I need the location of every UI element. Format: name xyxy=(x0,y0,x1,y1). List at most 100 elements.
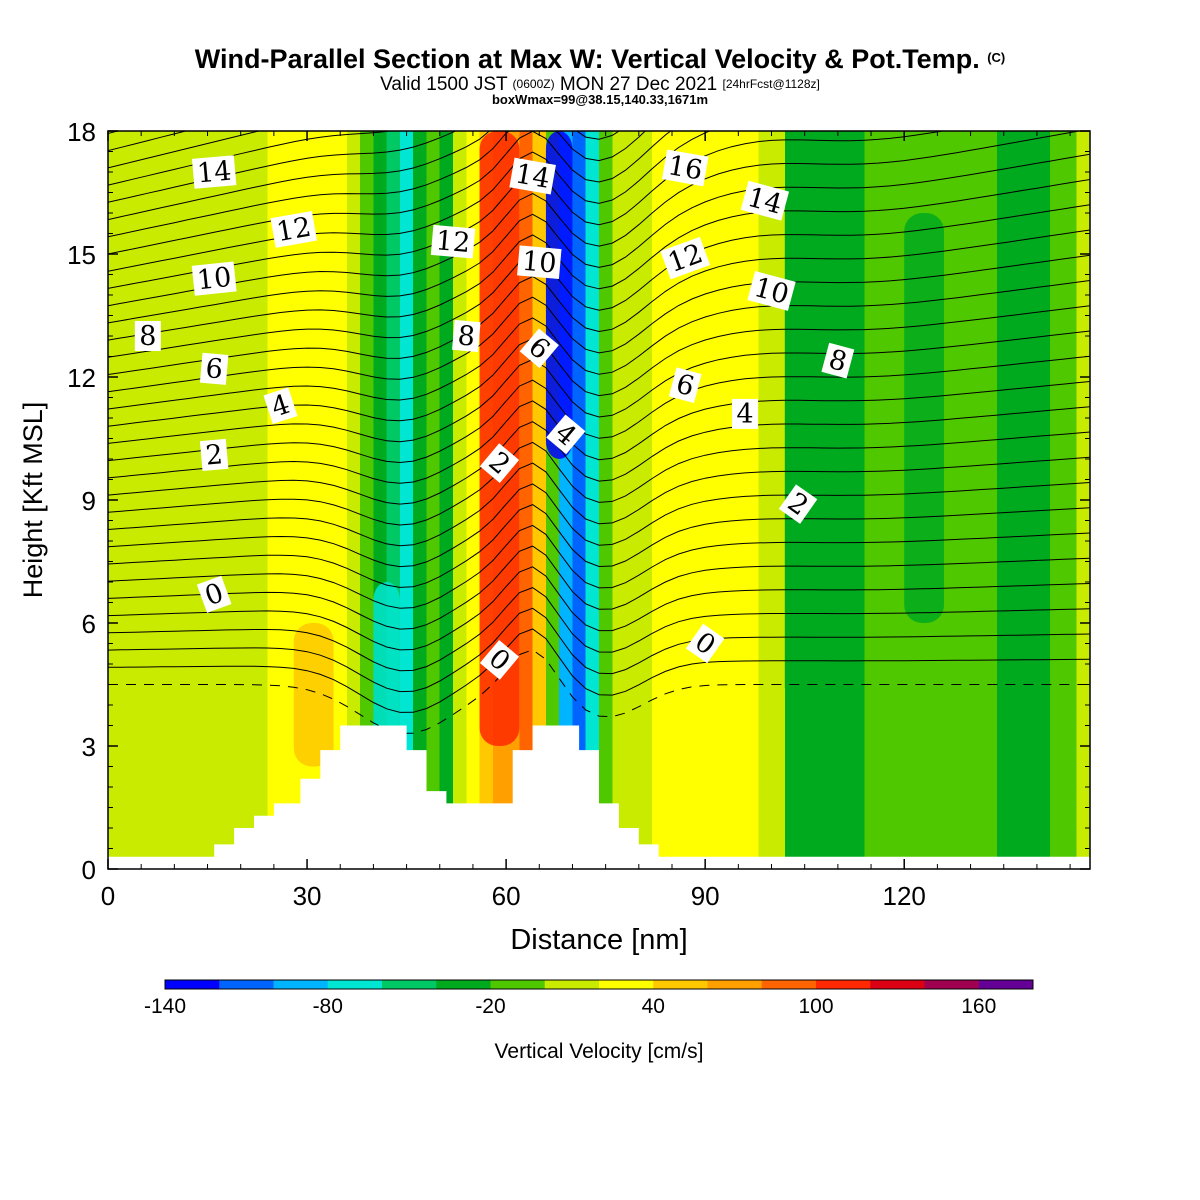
y-tick-label: 3 xyxy=(82,732,96,762)
chart-title: Wind-Parallel Section at Max W: Vertical… xyxy=(194,44,1006,74)
theta-label-7: 0 xyxy=(196,575,232,613)
theta-contour-28 xyxy=(108,131,457,203)
y-tick-label: 15 xyxy=(67,240,96,270)
theta-contour-19 xyxy=(108,204,1090,358)
x-tick-label: 90 xyxy=(691,881,720,911)
theta-label-9: 8 xyxy=(452,319,481,353)
theta-contour-17 xyxy=(108,254,1090,393)
y-tick-label: 0 xyxy=(82,855,96,885)
theta-label-0: 14 xyxy=(191,155,237,190)
colorbar-swatch xyxy=(544,980,600,989)
svg-text:4: 4 xyxy=(736,399,753,430)
theta-label-5: 4 xyxy=(263,387,298,424)
theta-contour-16 xyxy=(108,280,1090,410)
colorbar-swatch xyxy=(816,980,871,989)
theta-contour-9 xyxy=(108,456,1090,547)
svg-text:14: 14 xyxy=(513,158,552,194)
y-tick-label: 12 xyxy=(67,363,96,393)
colorbar-tick-label: -140 xyxy=(144,995,186,1018)
theta-label-21: 6 xyxy=(668,367,702,404)
theta-label-10: 14 xyxy=(509,157,556,195)
colorbar-swatch xyxy=(273,980,329,989)
colorbar-tick-label: 40 xyxy=(642,995,665,1018)
colorbar-swatch xyxy=(761,980,817,989)
theta-label-22: 4 xyxy=(731,398,758,430)
svg-text:12: 12 xyxy=(435,225,472,259)
theta-contour-0 xyxy=(108,649,1090,734)
theta-contour-2 xyxy=(108,607,1090,693)
chart-box-info: boxWmax=99@38.15,140.33,1671m xyxy=(491,92,709,107)
theta-contour-14 xyxy=(108,330,1090,444)
theta-contour-7 xyxy=(108,504,1090,588)
theta-contour-4 xyxy=(108,566,1090,651)
theta-contour-5 xyxy=(108,545,1090,630)
colorbar-swatch xyxy=(436,980,491,989)
theta-label-6: 2 xyxy=(199,438,229,472)
theta-contour-1 xyxy=(108,628,1090,713)
theta-label-3: 8 xyxy=(134,321,161,352)
colorbar-swatch xyxy=(165,980,220,989)
y-tick-label: 9 xyxy=(82,486,96,516)
theta-contour-8 xyxy=(108,482,1090,568)
colorbar-label: Vertical Velocity [cm/s] xyxy=(495,1040,704,1063)
colorbar-tick-label: -80 xyxy=(313,995,343,1018)
svg-text:8: 8 xyxy=(139,321,156,352)
colorbar-swatch xyxy=(707,980,763,989)
theta-label-11: 10 xyxy=(517,245,562,280)
colorbar-swatch xyxy=(924,980,980,989)
colorbar-swatch xyxy=(870,980,925,989)
theta-contour-23 xyxy=(108,131,946,289)
colorbar-swatch xyxy=(599,980,654,989)
theta-contour-26 xyxy=(108,131,646,238)
velocity-band-5 xyxy=(293,623,334,767)
theta-contour-12 xyxy=(108,381,1090,484)
svg-text:6: 6 xyxy=(204,353,224,385)
colorbar-tick-label: -20 xyxy=(475,995,505,1018)
theta-contour-21 xyxy=(108,153,1090,324)
colorbar-swatch xyxy=(978,980,1034,989)
theta-label-20: 8 xyxy=(821,342,855,379)
svg-text:10: 10 xyxy=(196,262,233,296)
theta-contour-22 xyxy=(108,131,1082,307)
theta-contour-11 xyxy=(108,406,1090,505)
x-axis: 0 30 60 90 120 xyxy=(101,131,1071,911)
theta-label-8: 12 xyxy=(430,224,476,259)
theta-label-16: 16 xyxy=(661,149,709,187)
theta-contour-13 xyxy=(108,355,1090,464)
theta-label-2: 10 xyxy=(191,261,237,296)
terrain xyxy=(108,725,1090,869)
x-tick-label: 0 xyxy=(101,881,115,911)
colorbar: -140 -80 -20 40 100 160 xyxy=(144,979,1034,1018)
y-tick-label: 6 xyxy=(82,609,96,639)
svg-text:2: 2 xyxy=(204,439,224,471)
y-tick-label: 18 xyxy=(67,117,96,147)
theta-label-1: 12 xyxy=(270,210,318,248)
velocity-band-3 xyxy=(904,213,945,623)
theta-label-4: 6 xyxy=(199,352,229,385)
svg-text:14: 14 xyxy=(196,156,233,190)
velocity-band-4 xyxy=(784,172,825,705)
colorbar-tick-label: 160 xyxy=(961,995,996,1018)
theta-contour-27 xyxy=(108,131,620,221)
theta-contour-18 xyxy=(108,229,1090,375)
x-tick-label: 60 xyxy=(492,881,521,911)
colorbar-swatch xyxy=(219,980,274,989)
theta-contour-20 xyxy=(108,179,1090,341)
theta-contour-24 xyxy=(108,131,712,272)
theta-contour-3 xyxy=(108,587,1090,672)
colorbar-swatch xyxy=(382,980,437,989)
theta-contour-10 xyxy=(108,431,1090,526)
x-tick-label: 120 xyxy=(883,881,926,911)
y-axis: 0 3 6 9 12 15 18 xyxy=(67,117,1090,885)
svg-text:16: 16 xyxy=(666,150,705,186)
svg-text:12: 12 xyxy=(274,212,313,248)
colorbar-swatch xyxy=(653,980,708,989)
chart-subtitle: Valid 1500 JST (0600Z) MON 27 Dec 2021 [… xyxy=(380,74,820,95)
colorbar-swatch xyxy=(490,980,546,989)
colorbar-tick-label: 100 xyxy=(798,995,833,1018)
x-tick-label: 30 xyxy=(293,881,322,911)
velocity-band-1 xyxy=(479,131,520,746)
theta-contour-29 xyxy=(108,131,393,186)
